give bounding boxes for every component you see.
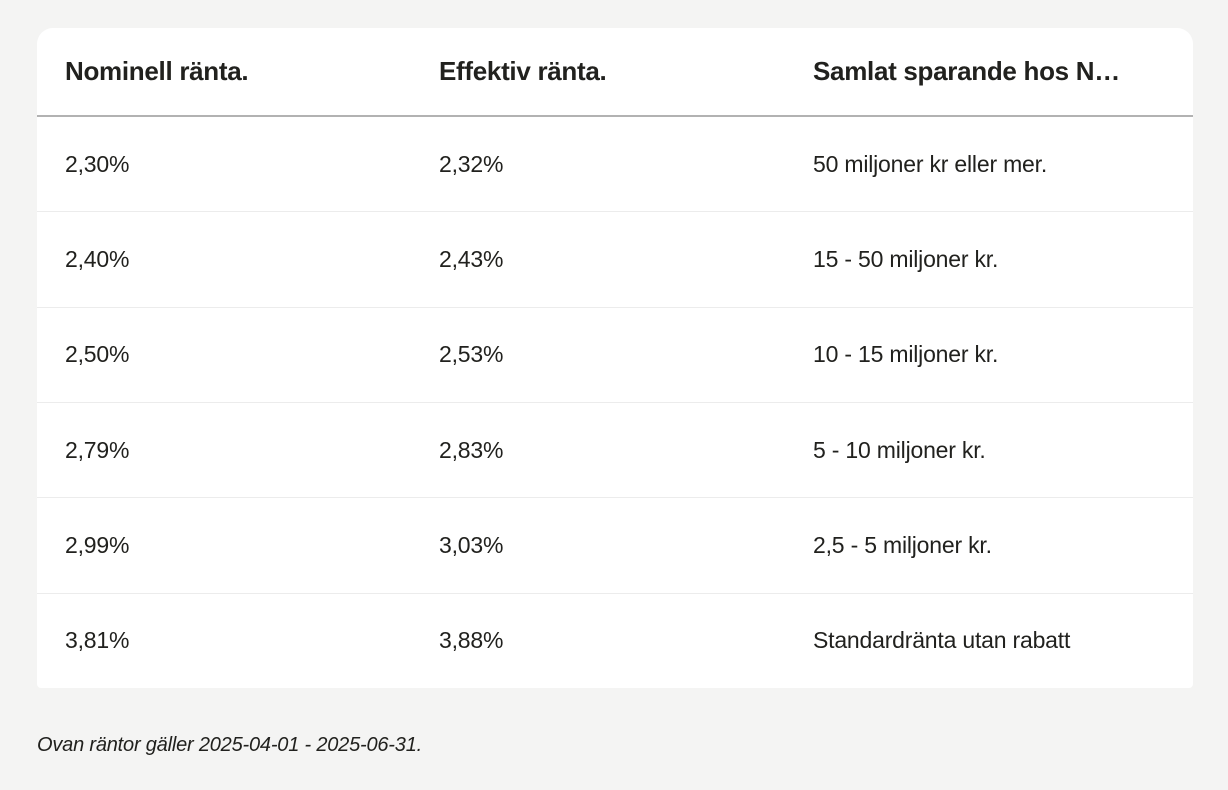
cell-nominal-rate: 2,99% xyxy=(65,531,130,558)
table-row: 2,50% 2,53% 10 - 15 miljoner kr. xyxy=(37,308,1193,403)
table-row: 2,79% 2,83% 5 - 10 miljoner kr. xyxy=(37,403,1193,499)
rates-validity-note: Ovan räntor gäller 2025-04-01 - 2025-06-… xyxy=(37,734,422,756)
table-header-row: Nominell ränta. Effektiv ränta. Samlat s… xyxy=(37,28,1193,117)
cell-savings-tier: 15 - 50 miljoner kr. xyxy=(813,245,999,272)
cell-savings-tier: Standardränta utan rabatt xyxy=(813,627,1071,654)
cell-effective-rate: 2,83% xyxy=(439,436,504,463)
cell-savings-tier: 5 - 10 miljoner kr. xyxy=(813,436,986,463)
cell-nominal-rate: 3,81% xyxy=(65,627,130,654)
table-row: 2,30% 2,32% 50 miljoner kr eller mer. xyxy=(37,117,1193,213)
table-body: 2,30% 2,32% 50 miljoner kr eller mer. 2,… xyxy=(37,117,1193,688)
table-row: 3,81% 3,88% Standardränta utan rabatt xyxy=(37,594,1193,688)
cell-effective-rate: 3,03% xyxy=(439,531,504,558)
column-header-nominal-rate: Nominell ränta. xyxy=(65,56,249,86)
cell-nominal-rate: 2,30% xyxy=(65,150,130,177)
table-row: 2,40% 2,43% 15 - 50 miljoner kr. xyxy=(37,212,1193,308)
column-header-total-savings: Samlat sparande hos N… xyxy=(813,56,1120,86)
table-row: 2,99% 3,03% 2,5 - 5 miljoner kr. xyxy=(37,498,1193,594)
cell-effective-rate: 3,88% xyxy=(439,627,504,654)
column-header-effective-rate: Effektiv ränta. xyxy=(439,56,607,86)
cell-nominal-rate: 2,79% xyxy=(65,436,130,463)
cell-savings-tier: 10 - 15 miljoner kr. xyxy=(813,341,999,368)
cell-savings-tier: 2,5 - 5 miljoner kr. xyxy=(813,531,992,558)
interest-rates-table-card: Nominell ränta. Effektiv ränta. Samlat s… xyxy=(37,28,1193,688)
cell-nominal-rate: 2,50% xyxy=(65,341,130,368)
cell-effective-rate: 2,53% xyxy=(439,341,504,368)
cell-effective-rate: 2,32% xyxy=(439,150,504,177)
cell-nominal-rate: 2,40% xyxy=(65,245,130,272)
cell-effective-rate: 2,43% xyxy=(439,245,504,272)
cell-savings-tier: 50 miljoner kr eller mer. xyxy=(813,150,1048,177)
